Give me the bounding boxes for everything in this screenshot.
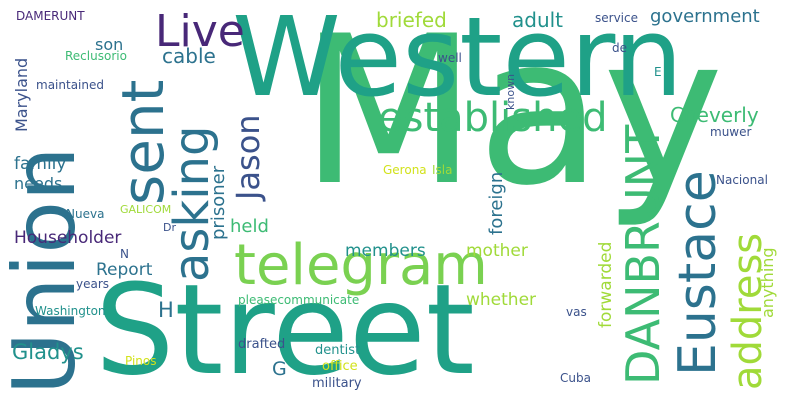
word-foreign: foreign <box>486 171 507 235</box>
word-damerunt: DAMERUNT <box>16 9 85 23</box>
word-dr: Dr <box>163 221 176 234</box>
word-n: N <box>120 247 129 261</box>
word-vas: vas <box>566 305 587 319</box>
word-prisoner: prisoner <box>208 165 229 240</box>
word-isla: Isla <box>432 163 453 177</box>
word-son: son <box>95 35 124 54</box>
word-known: known <box>504 73 517 110</box>
word-h: H <box>158 298 174 322</box>
word-needs: needs <box>14 174 63 193</box>
word-established: established <box>378 95 608 141</box>
word-mother: mother <box>466 241 528 261</box>
word-pinos: Pinos <box>125 354 157 368</box>
word-forwarded: forwarded <box>596 241 616 328</box>
word-held: held <box>230 216 269 237</box>
word-pleasecommunicate: pleasecommunicate <box>238 293 360 307</box>
word-street: Street <box>95 258 475 403</box>
word-gerona: Gerona <box>383 163 427 177</box>
word-muwer: muwer <box>710 125 752 139</box>
word-briefed: briefed <box>376 8 447 32</box>
word-dentist: dentist <box>315 343 361 358</box>
word-de: de <box>612 41 627 55</box>
word-may: May <box>300 0 724 231</box>
word-cuba: Cuba <box>560 371 591 385</box>
word-western: Western <box>232 0 684 121</box>
word-live: Live <box>155 6 245 57</box>
word-nacional: Nacional <box>716 173 768 187</box>
word-telegram: telegram <box>234 233 488 298</box>
word-gladys: Gladys <box>12 340 84 364</box>
word-nueva: Nueva <box>66 207 105 221</box>
word-cheverly: Cheverly <box>670 103 759 127</box>
word-whether: whether <box>466 290 537 310</box>
word-cable: cable <box>162 44 216 68</box>
word-adult: adult <box>512 8 564 32</box>
word-reclusorio: Reclusorio <box>65 49 127 63</box>
word-maryland: Maryland <box>12 57 31 132</box>
word-service: service <box>595 11 638 25</box>
word-office: office <box>322 359 358 374</box>
word-drafted: drafted <box>238 337 286 352</box>
word-members: members <box>345 241 426 261</box>
word-e: E <box>654 65 662 79</box>
word-washington: Washington <box>35 304 106 318</box>
word-jason: Jason <box>229 114 267 200</box>
word-householder: Householder <box>14 228 122 248</box>
word-maintained: maintained <box>36 78 104 92</box>
word-galicom: GALICOM <box>120 203 172 216</box>
word-report: Report <box>96 260 153 280</box>
word-well: well <box>438 51 462 65</box>
word-g: G <box>272 358 287 380</box>
word-government: government <box>650 6 760 27</box>
word-family: family <box>14 154 67 174</box>
word-anything: anything <box>758 247 777 318</box>
word-years: years <box>76 277 110 291</box>
word-danbrunt: DANBRUNT <box>616 124 670 385</box>
word-military: military <box>312 376 362 391</box>
word-eustace: Eustace <box>668 170 728 376</box>
